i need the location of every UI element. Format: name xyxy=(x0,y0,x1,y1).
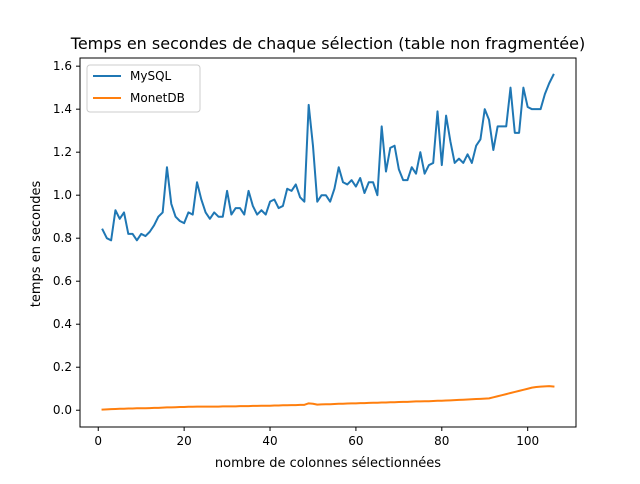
x-tick-label: 40 xyxy=(262,434,277,448)
x-tick-label: 20 xyxy=(176,434,191,448)
y-tick-label: 0.0 xyxy=(53,403,72,417)
axes-frame xyxy=(79,57,577,428)
x-tick-label: 60 xyxy=(348,434,363,448)
y-tick-label: 0.2 xyxy=(53,360,72,374)
y-tick-label: 1.6 xyxy=(53,59,72,73)
legend-label-monetdb: MonetDB xyxy=(130,91,185,105)
legend-label-mysql: MySQL xyxy=(130,69,172,83)
series-line-mysql xyxy=(101,73,555,242)
y-tick-label: 1.4 xyxy=(53,102,72,116)
chart-title: Temps en secondes de chaque sélection (t… xyxy=(70,34,585,53)
y-axis-label: temps en secondes xyxy=(29,181,44,308)
y-tick-label: 1.2 xyxy=(53,145,72,159)
x-tick-label: 0 xyxy=(94,434,102,448)
x-axis-label: nombre de colonnes sélectionnées xyxy=(215,456,441,471)
series-line-monetdb xyxy=(101,385,555,411)
y-tick-label: 1.0 xyxy=(53,188,72,202)
x-axis-ticks: 0 20 40 60 80 100 xyxy=(94,427,539,448)
y-tick-label: 0.8 xyxy=(53,231,72,245)
plot-area xyxy=(79,57,577,428)
x-tick-label: 80 xyxy=(434,434,449,448)
y-axis-ticks: 0.0 0.2 0.4 0.6 0.8 1.0 1.2 1.4 1.6 xyxy=(53,59,80,417)
y-tick-label: 0.4 xyxy=(53,317,72,331)
legend: MySQL MonetDB xyxy=(86,64,201,113)
x-tick-label: 100 xyxy=(516,434,539,448)
y-tick-label: 0.6 xyxy=(53,274,72,288)
